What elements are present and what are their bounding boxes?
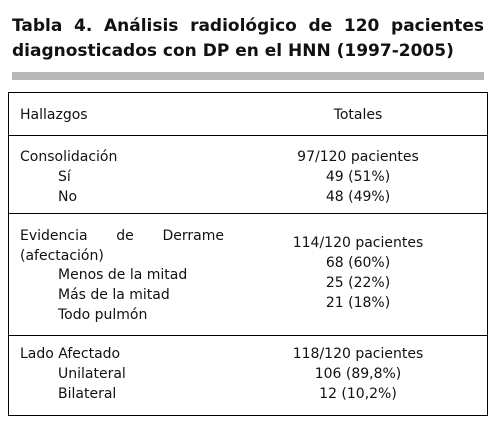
title-line: diagnosticados con DP en el HNN (1997-20… <box>12 41 454 61</box>
row-value: 21 (18%) <box>325 295 391 311</box>
row-value: 48 (49%) <box>325 189 391 205</box>
section-label: Evidencia de Derrame (afectación) <box>20 228 224 264</box>
header-cell: Totales <box>333 107 383 123</box>
section-label: Lado Afectado <box>20 346 121 362</box>
title-line: Tabla 4. Análisis radiológico de 120 pac… <box>12 16 484 36</box>
row-value: 49 (51%) <box>325 169 391 185</box>
row-label: Menos de la mitad <box>58 267 188 283</box>
row-label: Unilateral <box>58 366 126 382</box>
section-total: 118/120 pacientes <box>292 346 424 362</box>
section-total: 97/120 pacientes <box>297 149 419 165</box>
row-value: 68 (60%) <box>325 255 391 271</box>
row-label: Más de la mitad <box>58 287 170 303</box>
header-cell: Hallazgos <box>20 107 88 123</box>
rule <box>8 135 488 136</box>
row-label: No <box>58 189 78 205</box>
rule <box>8 213 488 214</box>
section-total: 114/120 pacientes <box>292 235 424 251</box>
table-border <box>8 92 488 416</box>
section-label: Consolidación <box>20 149 118 165</box>
row-label: Todo pulmón <box>58 307 148 323</box>
row-value: 106 (89,8%) <box>314 366 402 382</box>
row-value: 25 (22%) <box>325 275 391 291</box>
divider-bar <box>12 72 484 80</box>
row-label: Bilateral <box>58 386 117 402</box>
rule <box>8 335 488 336</box>
row-label: Sí <box>58 169 71 185</box>
row-value: 12 (10,2%) <box>319 386 397 402</box>
